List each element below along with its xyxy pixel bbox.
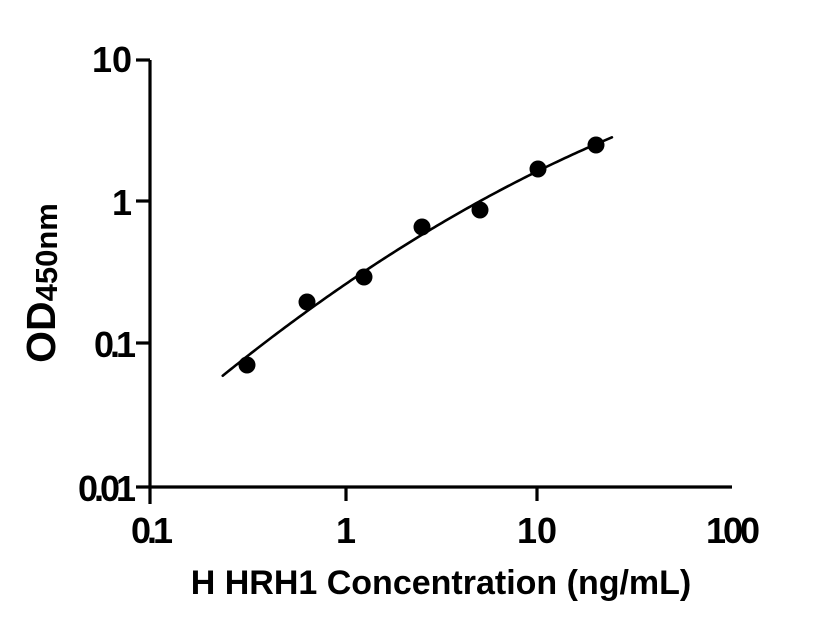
- svg-text:OD450nm: OD450nm: [18, 203, 64, 363]
